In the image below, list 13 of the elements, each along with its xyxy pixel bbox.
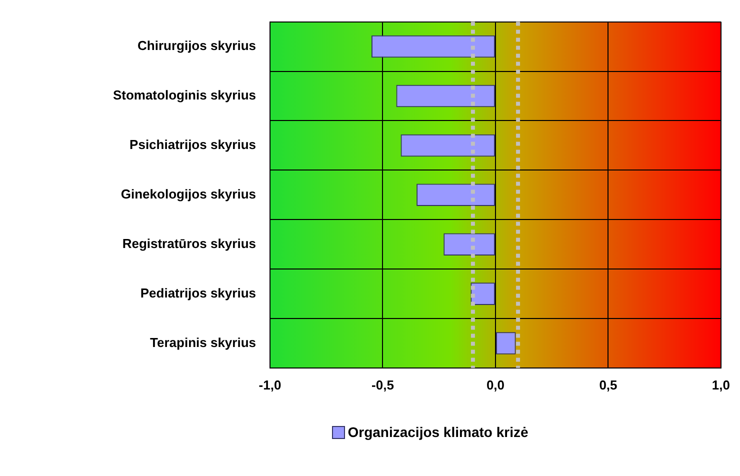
y-tick-label: Stomatologinis skyrius — [112, 88, 256, 103]
y-tick-label: Pediatrijos skyrius — [140, 285, 256, 300]
x-tick-label: 0,5 — [599, 377, 618, 392]
x-tick-label: -0,5 — [372, 377, 394, 392]
y-tick-label: Terapinis skyrius — [150, 334, 256, 350]
y-tick-label: Registratūros skyrius — [122, 236, 256, 251]
text: Organizacijos klimato krizė — [348, 424, 528, 440]
y-tick-label: Psichiatrijos skyrius — [130, 137, 256, 152]
x-tick-label: 1,0 — [712, 377, 730, 392]
x-tick-label: -1,0 — [258, 377, 282, 392]
x-tick-label: 0,0 — [486, 377, 505, 392]
y-tick-label: Ginekologijos skyrius — [120, 186, 256, 202]
y-tick-label: Chirurgijos skyrius — [138, 38, 256, 54]
